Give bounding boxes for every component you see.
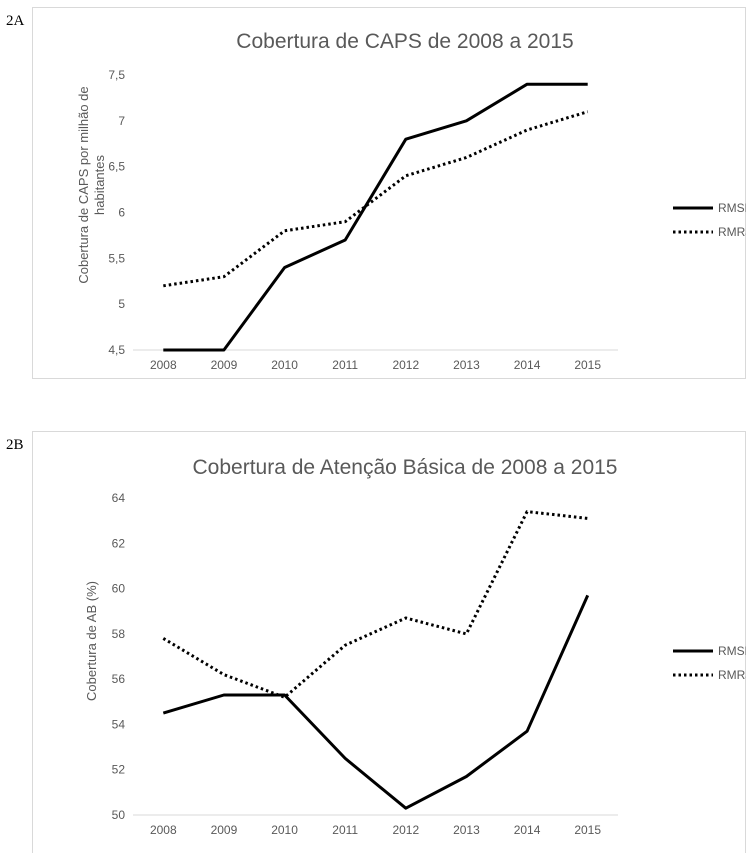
x-tick-label: 2012 — [392, 823, 419, 837]
y-tick-label: 52 — [112, 763, 126, 777]
x-tick-label: 2012 — [392, 358, 419, 372]
x-tick-label: 2011 — [332, 823, 358, 837]
y-tick-label: 56 — [112, 672, 126, 686]
y-tick-label: 54 — [112, 717, 126, 731]
y-tick-label: 60 — [112, 582, 126, 596]
x-tick-label: 2015 — [574, 823, 601, 837]
y-axis-label: Cobertura de AB (%) — [84, 581, 99, 701]
x-tick-label: 2011 — [332, 358, 358, 372]
legend-label: RMSP — [718, 201, 746, 215]
y-tick-label: 62 — [112, 536, 126, 550]
panel-label-b: 2B — [6, 437, 24, 453]
y-tick-label: 7 — [118, 114, 125, 128]
x-tick-label: 2008 — [150, 823, 177, 837]
legend-label: RMRJ — [718, 225, 746, 239]
x-tick-label: 2010 — [271, 823, 298, 837]
y-tick-label: 50 — [112, 808, 126, 822]
x-tick-label: 2009 — [211, 358, 238, 372]
y-axis-label: Cobertura de CAPS por milhão de — [76, 86, 91, 283]
y-tick-label: 7,5 — [108, 68, 125, 82]
chart-title: Cobertura de Atenção Básica de 2008 a 20… — [193, 456, 618, 479]
y-tick-label: 4,5 — [108, 343, 125, 357]
x-tick-label: 2009 — [211, 823, 238, 837]
x-tick-label: 2014 — [514, 358, 541, 372]
series-line-rmsp — [163, 82, 588, 352]
y-tick-label: 5 — [118, 297, 125, 311]
y-tick-label: 5,5 — [108, 251, 125, 265]
x-tick-label: 2015 — [574, 358, 601, 372]
x-tick-label: 2013 — [453, 358, 480, 372]
series-line-rmsp — [162, 594, 590, 810]
series-line-rmrj — [162, 510, 588, 699]
legend-label: RMRJ — [718, 668, 746, 682]
chart-title: Cobertura de CAPS de 2008 a 2015 — [236, 30, 573, 53]
x-tick-label: 2013 — [453, 823, 480, 837]
legend-label: RMSP — [718, 644, 746, 658]
y-tick-label: 58 — [112, 627, 126, 641]
y-tick-label: 6 — [118, 206, 125, 220]
series-line-rmrj — [163, 110, 589, 288]
x-tick-label: 2008 — [150, 358, 177, 372]
x-tick-label: 2014 — [514, 823, 541, 837]
x-tick-label: 2010 — [271, 358, 298, 372]
y-axis-label: habitantes — [92, 155, 107, 215]
caps-coverage-chart: Cobertura de CAPS de 2008 a 2015 4,5 5 5,5 6… — [76, 30, 746, 372]
panel-label-a: 2A — [6, 13, 25, 29]
y-tick-label: 6,5 — [108, 160, 125, 174]
y-tick-label: 64 — [112, 491, 126, 505]
